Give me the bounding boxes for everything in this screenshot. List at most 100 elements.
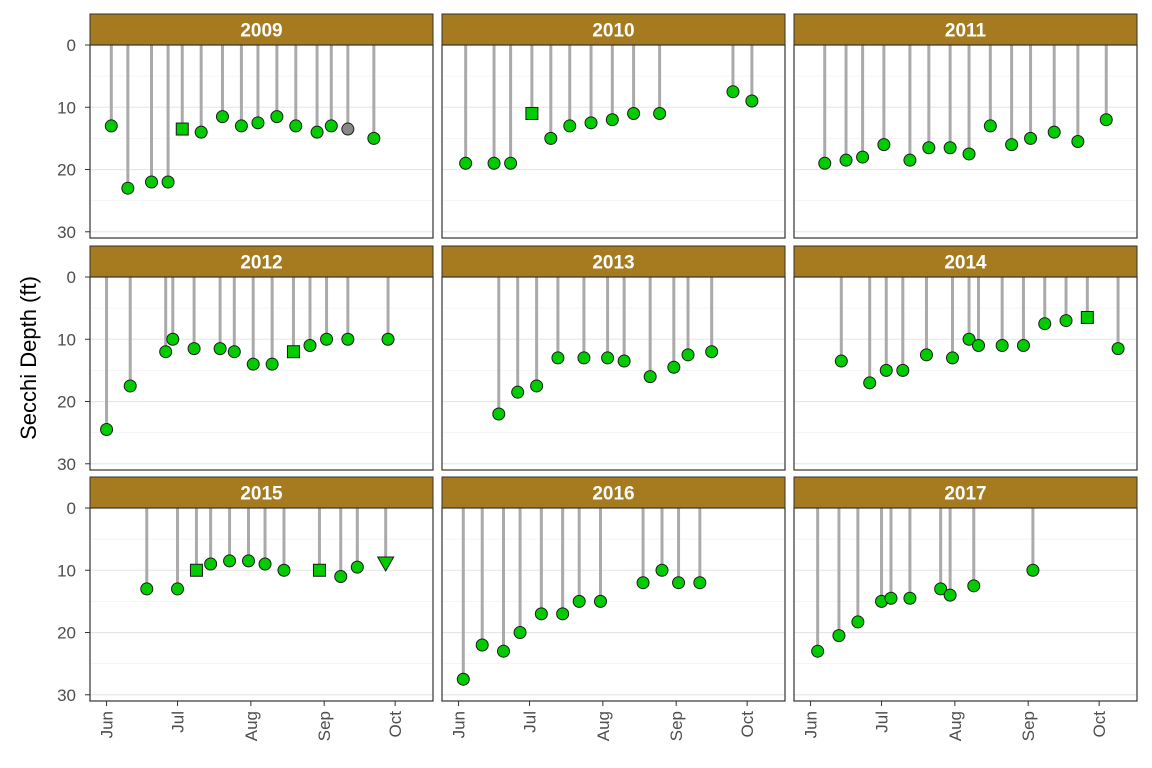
facet-panel-2011: 2011: [793, 13, 1138, 239]
x-tick-label: Aug: [594, 711, 613, 741]
data-point-square: [189, 563, 203, 577]
panel-border: [441, 44, 786, 239]
data-point: [556, 607, 570, 621]
facet-strip-label: 2012: [240, 253, 282, 274]
facet-strip: [441, 476, 786, 509]
data-point: [877, 138, 891, 152]
data-point: [367, 131, 381, 145]
data-point: [745, 94, 759, 108]
facet-panel-2010: 2010: [441, 13, 786, 239]
data-point: [627, 106, 641, 120]
data-point: [962, 147, 976, 161]
panel-border: [89, 507, 434, 702]
x-tick-label: Oct: [386, 711, 405, 738]
data-point-square: [286, 345, 300, 359]
data-point: [601, 351, 615, 365]
data-point: [459, 156, 473, 170]
data-point: [903, 153, 917, 167]
data-point: [320, 332, 334, 346]
data-point: [919, 348, 933, 362]
data-point: [811, 644, 825, 658]
y-tick-label: 10: [57, 561, 76, 580]
gridlines: [442, 507, 785, 696]
data-point: [530, 379, 544, 393]
data-point: [310, 125, 324, 139]
y-tick-label: 0: [67, 36, 76, 55]
facet-strip-label: 2013: [592, 253, 634, 274]
data-point: [223, 554, 237, 568]
data-point: [726, 85, 740, 99]
facet-strip: [89, 476, 434, 509]
data-point: [879, 363, 893, 377]
data-point: [227, 345, 241, 359]
y-tick-label: 30: [57, 686, 76, 705]
x-tick-label: Jun: [450, 711, 469, 738]
data-point: [1038, 317, 1052, 331]
data-point: [246, 357, 260, 371]
data-point: [513, 626, 527, 640]
facet-strip: [89, 13, 434, 46]
data-point: [334, 569, 348, 583]
y-tick-label: 20: [57, 624, 76, 643]
data-point: [504, 156, 518, 170]
data-point: [456, 672, 470, 686]
data-point: [324, 119, 338, 133]
data-point: [903, 591, 917, 605]
y-tick-label: 20: [57, 161, 76, 180]
data-point: [1111, 342, 1125, 356]
data-point: [381, 332, 395, 346]
data-point: [851, 615, 865, 629]
data-point: [995, 338, 1009, 352]
data-point: [983, 119, 997, 133]
y-tick-label: 30: [57, 455, 76, 474]
data-point-square: [1080, 310, 1094, 324]
x-tick-label: Sep: [1019, 711, 1038, 741]
data-point: [896, 363, 910, 377]
x-tick-label: Oct: [1090, 711, 1109, 738]
x-tick-label: Aug: [242, 711, 261, 741]
x-tick-label: Oct: [738, 711, 757, 738]
data-point: [1059, 314, 1073, 328]
data-point: [681, 348, 695, 362]
data-point: [572, 594, 586, 608]
data-point: [171, 582, 185, 596]
y-axis-label: Secchi Depth (ft): [16, 276, 41, 440]
facet-strip-label: 2017: [944, 484, 986, 505]
data-point: [1016, 338, 1030, 352]
data-point: [832, 629, 846, 643]
data-point: [834, 354, 848, 368]
x-tick-label: Aug: [946, 711, 965, 741]
data-point: [159, 345, 173, 359]
data-point: [194, 125, 208, 139]
x-tick-label: Jun: [802, 711, 821, 738]
facet-panel-2012: 2012 0 10 20 30: [57, 245, 434, 474]
data-point-triangle: [376, 556, 395, 573]
gridlines: [90, 44, 433, 233]
data-point: [492, 407, 506, 421]
data-point: [511, 385, 525, 399]
facet-strip: [793, 13, 1138, 46]
y-tick-label: 20: [57, 393, 76, 412]
data-point: [705, 345, 719, 359]
gridlines: [794, 507, 1137, 696]
data-point: [655, 563, 669, 577]
y-tick-label: 30: [57, 223, 76, 242]
facet-strip-label: 2011: [945, 21, 987, 42]
data-point: [643, 370, 657, 384]
data-point-square: [312, 563, 326, 577]
y-tick-label: 10: [57, 98, 76, 117]
data-point: [215, 110, 229, 124]
data-point: [121, 181, 135, 195]
data-point: [863, 376, 877, 390]
facet-panel-2009: 2009 0 10 20 30: [57, 13, 434, 242]
data-point: [187, 342, 201, 356]
data-point: [251, 116, 265, 130]
data-point: [945, 351, 959, 365]
data-point: [653, 106, 667, 120]
x-tick-label: Sep: [667, 711, 686, 741]
panel-border: [89, 276, 434, 471]
data-point: [241, 554, 255, 568]
data-point: [967, 579, 981, 593]
facet-strip-label: 2015: [240, 484, 283, 505]
